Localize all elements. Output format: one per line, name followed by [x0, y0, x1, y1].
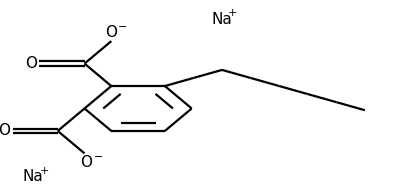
- Text: −: −: [117, 22, 127, 32]
- Text: O: O: [105, 25, 117, 40]
- Text: +: +: [40, 166, 49, 176]
- Text: −: −: [94, 152, 103, 162]
- Text: Na: Na: [211, 12, 232, 27]
- Text: Na: Na: [23, 169, 44, 184]
- Text: O: O: [0, 123, 10, 138]
- Text: +: +: [228, 8, 237, 18]
- Text: O: O: [80, 155, 92, 170]
- Text: O: O: [25, 56, 37, 71]
